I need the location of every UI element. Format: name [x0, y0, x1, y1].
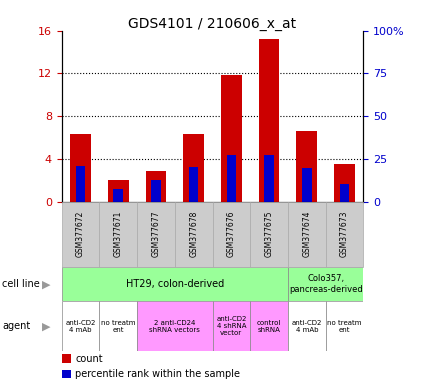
- Text: GSM377672: GSM377672: [76, 211, 85, 257]
- Bar: [70, 134, 91, 202]
- Text: Colo357,
pancreas-derived: Colo357, pancreas-derived: [289, 275, 363, 294]
- FancyBboxPatch shape: [62, 301, 99, 351]
- Text: ▶: ▶: [42, 279, 50, 289]
- Text: 2 anti-CD24
shRNA vectors: 2 anti-CD24 shRNA vectors: [149, 320, 200, 333]
- Text: GSM377676: GSM377676: [227, 211, 236, 258]
- FancyBboxPatch shape: [137, 301, 212, 351]
- Text: anti-CD2
4 mAb: anti-CD2 4 mAb: [292, 320, 322, 333]
- Text: cell line: cell line: [2, 279, 40, 289]
- FancyBboxPatch shape: [62, 267, 288, 301]
- Bar: [76, 166, 85, 202]
- Bar: [302, 168, 312, 202]
- Bar: [340, 184, 349, 202]
- Bar: [296, 131, 317, 202]
- Bar: [145, 170, 166, 202]
- Bar: [189, 167, 198, 202]
- Text: anti-CD2
4 shRNA
vector: anti-CD2 4 shRNA vector: [216, 316, 246, 336]
- Bar: [334, 164, 355, 202]
- Bar: [227, 156, 236, 202]
- Text: ▶: ▶: [42, 321, 50, 331]
- Bar: [264, 156, 274, 202]
- FancyBboxPatch shape: [99, 301, 137, 351]
- Text: agent: agent: [2, 321, 30, 331]
- Text: no treatm
ent: no treatm ent: [327, 320, 362, 333]
- FancyBboxPatch shape: [288, 301, 326, 351]
- FancyBboxPatch shape: [212, 301, 250, 351]
- Bar: [183, 134, 204, 202]
- Text: HT29, colon-derived: HT29, colon-derived: [126, 279, 224, 289]
- Text: GSM377674: GSM377674: [302, 211, 311, 258]
- FancyBboxPatch shape: [250, 301, 288, 351]
- Text: count: count: [75, 354, 103, 364]
- Text: percentile rank within the sample: percentile rank within the sample: [75, 369, 240, 379]
- Text: control
shRNA: control shRNA: [257, 320, 281, 333]
- Bar: [221, 74, 242, 202]
- Bar: [151, 180, 161, 202]
- Text: GSM377677: GSM377677: [151, 211, 160, 258]
- FancyBboxPatch shape: [326, 301, 363, 351]
- Bar: [113, 189, 123, 202]
- Text: no treatm
ent: no treatm ent: [101, 320, 136, 333]
- Bar: [108, 180, 129, 202]
- Text: GSM377675: GSM377675: [265, 211, 274, 258]
- Text: GSM377673: GSM377673: [340, 211, 349, 258]
- Text: GSM377678: GSM377678: [189, 211, 198, 257]
- Text: GDS4101 / 210606_x_at: GDS4101 / 210606_x_at: [128, 17, 297, 31]
- Bar: [259, 39, 280, 202]
- FancyBboxPatch shape: [288, 267, 363, 301]
- Text: GSM377671: GSM377671: [114, 211, 123, 257]
- Text: anti-CD2
4 mAb: anti-CD2 4 mAb: [65, 320, 96, 333]
